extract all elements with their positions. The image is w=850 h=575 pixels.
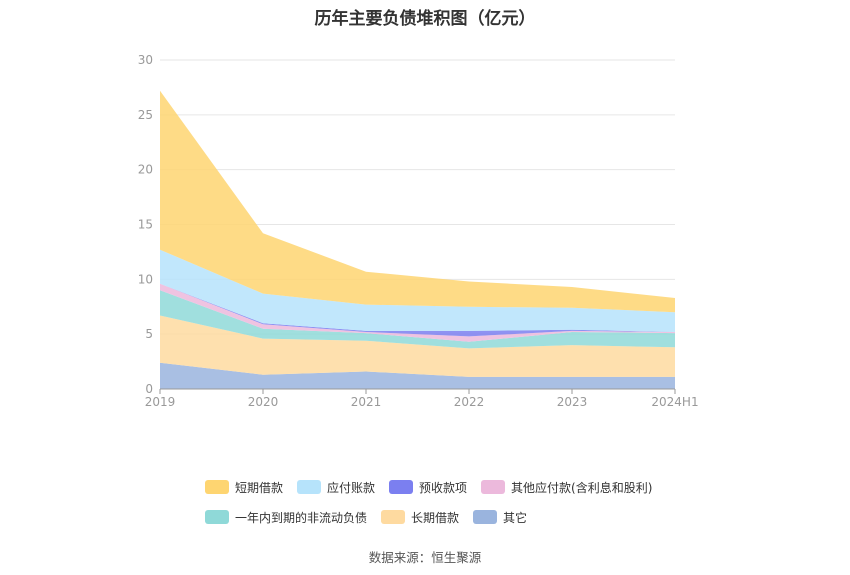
chart-title: 历年主要负债堆积图（亿元）	[314, 9, 536, 29]
legend-item[interactable]: 短期借款	[205, 479, 283, 496]
axis-layer: 0 5 10 15 20 25 30 2019 2020 2021 2022 2023 2024H1	[138, 53, 699, 409]
x-tick-label: 2024H1	[651, 395, 698, 409]
area-series-其他应付款(含利息和股利)	[160, 283, 675, 342]
area-series-应付账款	[160, 249, 675, 332]
legend-label: 其他应付款(含利息和股利)	[511, 480, 653, 495]
legend-label: 长期借款	[411, 510, 460, 525]
legend-swatch	[205, 510, 229, 524]
legend-label: 短期借款	[235, 480, 284, 495]
legend-swatch	[389, 480, 414, 494]
legend-item[interactable]: 长期借款	[381, 509, 459, 526]
legend-label: 一年内到期的非流动负债	[235, 510, 368, 525]
area-series-其它	[160, 362, 675, 389]
legend-item[interactable]: 一年内到期的非流动负债	[205, 509, 367, 526]
y-tick-label: 5	[145, 327, 153, 341]
area-layer	[160, 90, 675, 389]
x-tick-label: 2023	[557, 395, 588, 409]
legend-row: 一年内到期的非流动负债 长期借款 其它	[205, 502, 725, 532]
x-tick-label: 2021	[351, 395, 382, 409]
x-tick-label: 2022	[454, 395, 485, 409]
legend-item[interactable]: 应付账款	[297, 479, 375, 496]
y-tick-label: 20	[138, 163, 153, 177]
x-tick-label: 2019	[145, 395, 176, 409]
area-series-短期借款	[160, 90, 675, 313]
legend-item[interactable]: 其它	[473, 509, 527, 526]
legend: 短期借款 应付账款 预收款项 其他应付款(含利息和股利) 一年内到期的非流动负债 长期借…	[205, 472, 725, 532]
area-series-预收款项	[160, 283, 675, 337]
legend-label: 预收款项	[419, 480, 468, 495]
legend-label: 其它	[503, 510, 528, 525]
data-source-note: 数据来源：恒生聚源	[368, 550, 482, 565]
legend-swatch	[205, 480, 229, 494]
area-series-一年内到期的非流动负债	[160, 290, 675, 349]
x-tick-label: 2020	[248, 395, 279, 409]
y-tick-label: 30	[138, 53, 153, 67]
legend-swatch	[473, 510, 498, 524]
legend-swatch	[381, 510, 406, 524]
y-tick-label: 0	[145, 382, 153, 396]
legend-item[interactable]: 预收款项	[389, 479, 467, 496]
legend-swatch	[297, 480, 322, 494]
y-tick-label: 25	[138, 108, 153, 122]
legend-row: 短期借款 应付账款 预收款项 其他应付款(含利息和股利)	[205, 472, 725, 502]
legend-label: 应付账款	[327, 480, 376, 495]
area-series-长期借款	[160, 315, 675, 377]
y-tick-label: 10	[138, 272, 153, 286]
legend-swatch	[481, 480, 506, 494]
y-tick-label: 15	[138, 218, 153, 232]
legend-item[interactable]: 其他应付款(含利息和股利)	[481, 479, 652, 496]
